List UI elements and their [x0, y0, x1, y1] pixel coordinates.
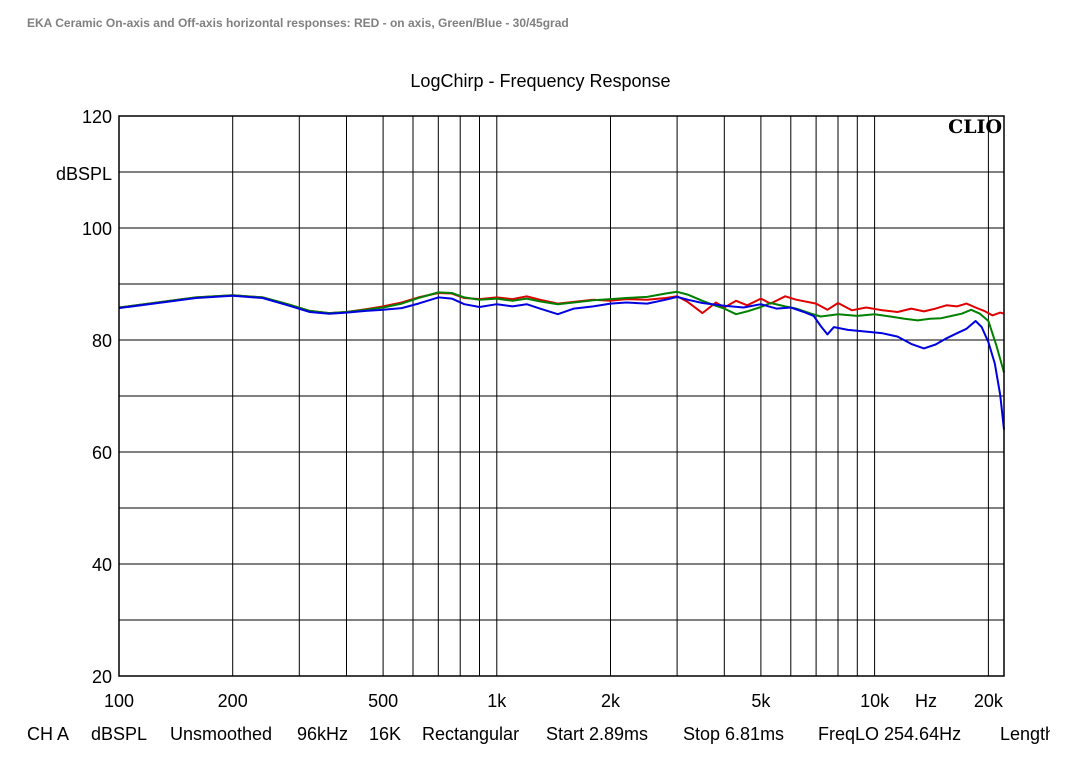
y-tick-label: 120: [82, 107, 112, 127]
y-tick-label: 60: [92, 443, 112, 463]
y-tick-label: 100: [82, 219, 112, 239]
x-tick-label: 1k: [487, 691, 507, 711]
status-bar: CH A dBSPL Unsmoothed 96kHz 16K Rectangu…: [0, 724, 1050, 750]
x-tick-label: 20k: [974, 691, 1004, 711]
series-lines: [118, 290, 1005, 430]
status-length: Length: [1000, 724, 1050, 744]
y-tick-labels: 20 40 60 80 100 120: [82, 107, 112, 687]
x-tick-labels: 100 200 500 1k 2k 5k 10k 20k: [104, 691, 1004, 711]
chart-title: LogChirp - Frequency Response: [410, 71, 671, 91]
x-tick-label: 500: [368, 691, 398, 711]
series-line-3: [118, 294, 1005, 430]
status-window: Rectangular: [422, 724, 520, 744]
x-tick-label: 2k: [601, 691, 621, 711]
clio-logo: CLIO: [948, 116, 1002, 138]
y-tick-label: 20: [92, 667, 112, 687]
y-tick-label: 40: [92, 555, 112, 575]
y-axis-label: dBSPL: [56, 164, 112, 184]
x-tick-label: 200: [218, 691, 248, 711]
status-start: Start 2.89ms: [546, 724, 649, 744]
x-tick-label: 100: [104, 691, 134, 711]
y-tick-label: 80: [92, 331, 112, 351]
x-axis-unit-label: Hz: [915, 691, 937, 711]
figure-caption: EKA Ceramic On-axis and Off-axis horizon…: [27, 16, 569, 30]
status-freq-lo: FreqLO 254.64Hz: [818, 724, 962, 744]
status-units: dBSPL: [91, 724, 148, 744]
x-tick-label: 5k: [751, 691, 771, 711]
status-stop: Stop 6.81ms: [683, 724, 785, 744]
series-line-2: [118, 290, 1005, 373]
x-tick-label: 10k: [860, 691, 890, 711]
status-fft-size: 16K: [369, 724, 402, 744]
plot-frame: [118, 115, 1005, 677]
status-sample-rate: 96kHz: [297, 724, 349, 744]
status-smoothing: Unsmoothed: [170, 724, 273, 744]
status-channel: CH A: [27, 724, 70, 744]
